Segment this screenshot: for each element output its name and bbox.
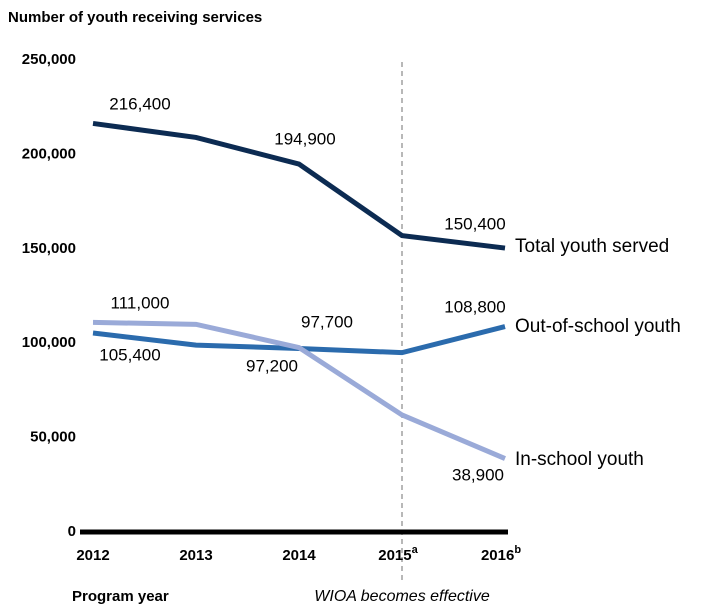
- x-tick-text: 2013: [179, 547, 212, 564]
- series-name: Total youth served: [515, 236, 669, 257]
- series-name: In-school youth: [515, 449, 644, 470]
- y-tick-label: 250,000: [22, 51, 76, 68]
- y-tick-label: 150,000: [22, 240, 76, 257]
- y-tick-label: 0: [68, 523, 76, 540]
- x-tick-text: 2014: [282, 547, 316, 564]
- data-label: 97,200: [246, 356, 298, 375]
- x-tick-text: 2012: [76, 547, 109, 564]
- chart-title: Number of youth receiving services: [8, 9, 262, 26]
- y-tick-label: 50,000: [30, 429, 76, 446]
- data-label: 108,800: [444, 297, 505, 316]
- x-tick-label: 2014: [282, 547, 316, 564]
- series-line: [92, 120, 506, 251]
- x-tick-label: 2015a: [378, 544, 418, 564]
- data-label: 105,400: [99, 345, 160, 364]
- x-axis-label: Program year: [72, 588, 169, 605]
- data-label: 97,700: [301, 312, 353, 331]
- series-name: Out-of-school youth: [515, 316, 681, 337]
- footnote-mark: b: [514, 544, 521, 556]
- y-tick-label: 200,000: [22, 145, 76, 162]
- y-tick-label: 100,000: [22, 334, 76, 351]
- data-label: 150,400: [444, 214, 505, 233]
- x-tick-label: 2012: [76, 547, 109, 564]
- series-line: [92, 319, 506, 461]
- data-label: 216,400: [109, 94, 170, 113]
- data-label: 194,900: [274, 129, 335, 148]
- annotation-text: WIOA becomes effective: [314, 588, 490, 605]
- data-label: 111,000: [111, 293, 170, 312]
- x-tick-label: 2013: [179, 547, 212, 564]
- x-tick-text: 2015: [378, 547, 411, 564]
- footnote-mark: a: [412, 544, 419, 556]
- data-label: 38,900: [452, 465, 504, 484]
- x-tick-label: 2016b: [481, 544, 521, 564]
- x-tick-text: 2016: [481, 547, 514, 564]
